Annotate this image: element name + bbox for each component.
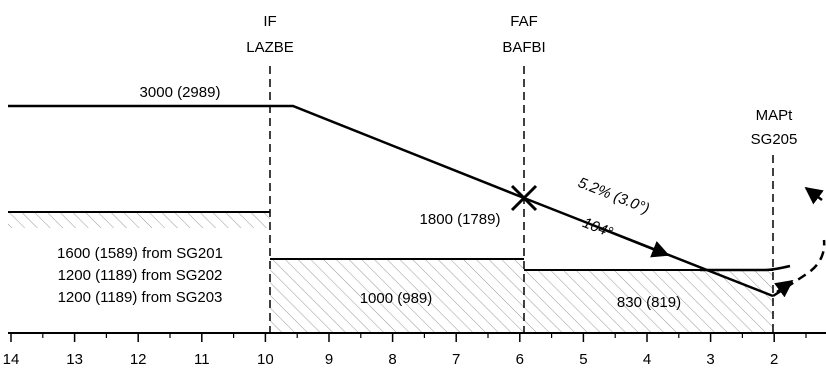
faf-altitude-label: 1800 (1789) <box>420 211 501 228</box>
axis-tick-label: 6 <box>516 351 524 368</box>
mapt-name-label: SG205 <box>751 131 798 148</box>
axis-tick-label: 4 <box>643 351 651 368</box>
if-name-label: LAZBE <box>246 39 294 56</box>
axis-tick-label: 11 <box>194 351 210 368</box>
faf-name-label: BAFBI <box>502 39 545 56</box>
final-msa-label: 830 (819) <box>617 294 681 311</box>
mapt-role-label: MAPt <box>756 107 794 124</box>
axis-tick-label: 2 <box>770 351 778 368</box>
axis-tick-label: 8 <box>388 351 396 368</box>
axis-tick-label: 10 <box>257 351 274 368</box>
faf-cross-icon <box>510 184 538 212</box>
intermediate-msa-label: 1000 (989) <box>360 290 433 307</box>
missed-approach-climb <box>772 239 826 298</box>
hatch-initial-segment <box>8 213 270 228</box>
msa-note-3: 1200 (1189) from SG203 <box>58 289 223 306</box>
axis-tick-label: 9 <box>325 351 333 368</box>
axis-tick-label: 5 <box>579 351 587 368</box>
hatch-intermediate-segment <box>270 259 524 333</box>
distance-axis-ticks: 1413121110987654321 <box>3 333 807 368</box>
missed-approach-arrow-upper <box>804 186 824 205</box>
approach-path <box>8 104 525 200</box>
axis-tick-label: 14 <box>3 351 20 368</box>
missed-approach-arrow-lower <box>774 279 794 298</box>
axis-tick-label: 3 <box>706 351 714 368</box>
descent-track-label: 104° <box>580 214 615 241</box>
descent-arrow <box>599 226 670 258</box>
if-role-label: IF <box>263 13 276 30</box>
initial-altitude-label: 3000 (2989) <box>140 84 221 101</box>
faf-role-label: FAF <box>510 13 538 30</box>
axis-tick-label: 12 <box>130 351 147 368</box>
descent-gradient-label: 5.2% (3.0°) <box>576 174 652 217</box>
axis-tick-label: 7 <box>452 351 460 368</box>
msa-note-2: 1200 (1189) from SG202 <box>58 267 223 284</box>
missed-approach-level <box>700 264 791 272</box>
axis-tick-label: 13 <box>66 351 83 368</box>
msa-note-1: 1600 (1589) from SG201 <box>57 245 223 262</box>
